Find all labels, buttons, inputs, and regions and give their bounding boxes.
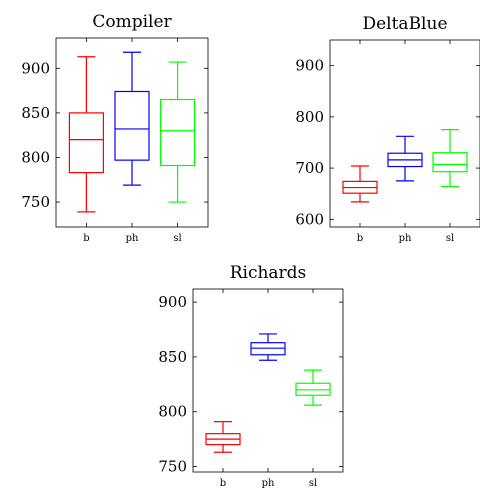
plot-frame <box>329 39 480 228</box>
y-tick-label: 800 <box>21 148 50 166</box>
y-tick-label: 900 <box>21 59 50 77</box>
y-tick-label: 750 <box>158 458 187 476</box>
y-tick-label: 900 <box>295 57 324 75</box>
y-tick-label: 850 <box>21 104 50 122</box>
box-sl <box>160 61 196 203</box>
y-tick-label: 800 <box>295 108 324 126</box>
y-tick-label: 850 <box>158 348 187 366</box>
iqr-box <box>68 112 105 174</box>
iqr-box <box>160 98 196 167</box>
box-b <box>342 165 378 203</box>
box-sl <box>295 369 331 406</box>
chart-panel-compiler: Compiler 750 800 850 900 b ph sl <box>21 12 209 244</box>
y-tick-label: 600 <box>295 210 324 228</box>
x-tick-label: sl <box>446 233 454 244</box>
chart-title: Compiler <box>92 12 172 32</box>
chart-title: Richards <box>230 263 307 283</box>
iqr-box <box>432 152 468 173</box>
x-tick-label: b <box>220 478 226 489</box>
box-ph <box>250 333 286 361</box>
chart-panel-deltablue: DeltaBlue 600 700 800 900 b ph sl <box>295 14 480 244</box>
box-ph <box>387 135 423 182</box>
box-b <box>205 420 241 453</box>
iqr-box <box>114 90 150 161</box>
x-tick-label: b <box>83 233 89 244</box>
box-ph <box>114 51 150 186</box>
y-tick-label: 900 <box>158 293 187 311</box>
chart-title: DeltaBlue <box>362 14 447 34</box>
x-tick-label: sl <box>173 233 181 244</box>
y-tick-label: 800 <box>158 403 187 421</box>
y-tick-label: 700 <box>295 159 324 177</box>
x-tick-label: ph <box>262 478 275 489</box>
x-tick-label: b <box>357 233 363 244</box>
box-sl <box>432 129 468 188</box>
x-tick-label: ph <box>126 233 139 244</box>
y-tick-label: 750 <box>21 193 50 211</box>
x-tick-label: sl <box>309 478 317 489</box>
box-b <box>68 56 105 213</box>
chart-panel-richards: Richards 750 800 850 900 b ph sl <box>158 263 344 489</box>
x-tick-label: ph <box>399 233 412 244</box>
